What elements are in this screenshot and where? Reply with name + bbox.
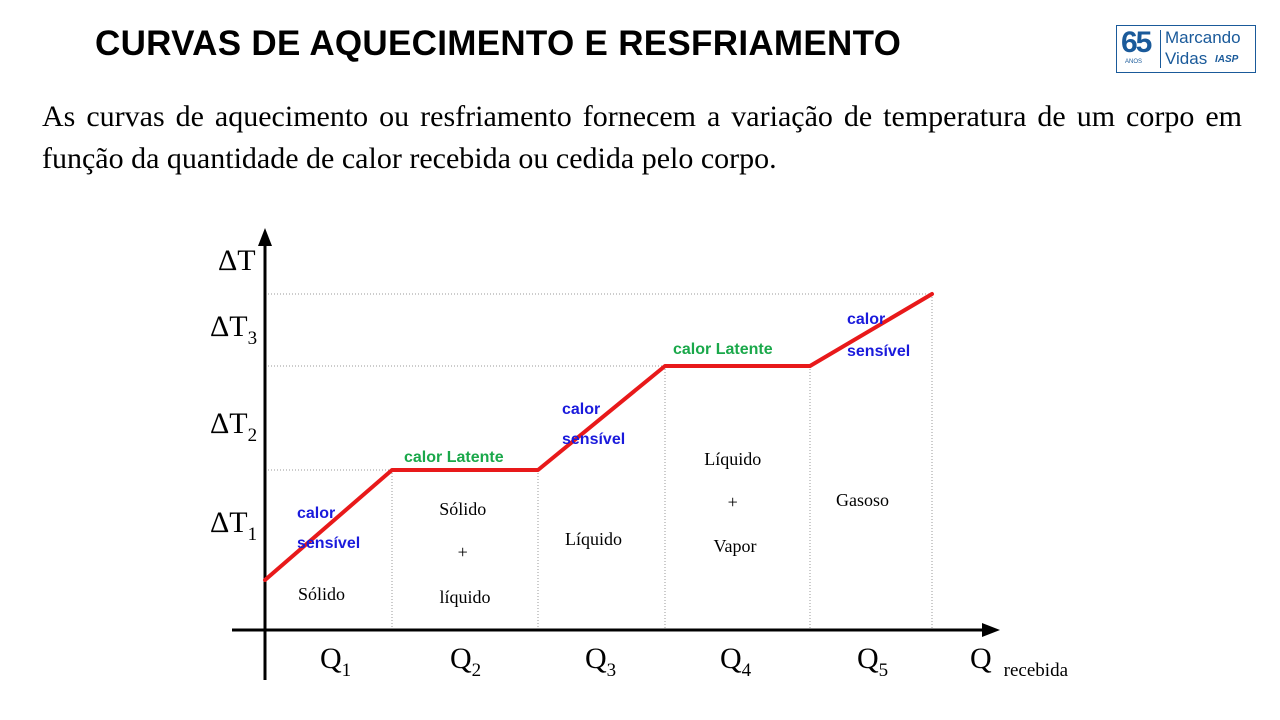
logo-anos: ANOS (1125, 59, 1143, 65)
y-tick-dt3: ΔT3 (210, 310, 257, 349)
phase-label-1: Sólido (298, 584, 345, 604)
logo-divider (1160, 30, 1161, 68)
y-tick-dt2: ΔT2 (210, 407, 257, 446)
heat-label-sensible-3: calor sensível (562, 401, 625, 448)
axes (232, 228, 1000, 680)
y-axis-label: ΔT (218, 244, 256, 277)
logo-brand: IASP (1215, 54, 1239, 65)
heat-label-latent-4: calor Latente (673, 341, 773, 358)
x-tick-q2: Q2 (450, 642, 481, 681)
x-tick-q3: Q3 (585, 642, 616, 681)
y-tick-dt1: ΔT1 (210, 506, 257, 545)
logo-line-1: Marcando (1165, 28, 1241, 47)
phase-label-4: Líquido + Vapor (704, 449, 766, 556)
x-tick-q4: Q4 (720, 642, 752, 681)
x-tick-q5: Q5 (857, 642, 888, 681)
phase-label-3: Líquido (565, 529, 622, 549)
page-title: CURVAS DE AQUECIMENTO E RESFRIAMENTO (95, 24, 902, 63)
intro-paragraph: As curvas de aquecimento ou resfriamento… (42, 100, 1242, 175)
y-axis-arrow-icon (258, 228, 272, 246)
phase-label-5: Gasoso (836, 490, 889, 510)
logo: 65 ANOS Marcando Vidas IASP (1116, 25, 1256, 73)
x-axis-arrow-icon (982, 623, 1000, 637)
heating-curve (263, 292, 934, 582)
phase-label-2: Sólido + líquido (439, 499, 491, 607)
heat-label-sensible-5: calor sensível (847, 311, 910, 360)
logo-number: 65 (1121, 26, 1152, 59)
logo-line-2: Vidas (1165, 49, 1208, 68)
heat-label-sensible-1: calor sensível (297, 505, 360, 552)
heat-label-latent-2: calor Latente (404, 449, 504, 466)
x-tick-q1: Q1 (320, 642, 351, 681)
guide-lines (265, 293, 933, 630)
